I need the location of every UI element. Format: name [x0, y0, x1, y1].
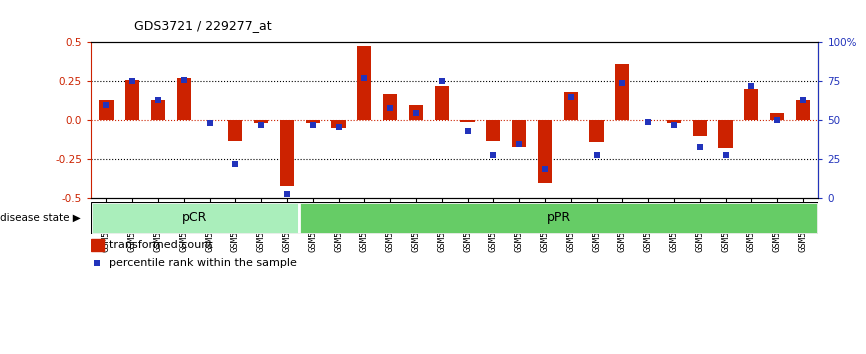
Text: disease state ▶: disease state ▶ [0, 213, 81, 223]
Bar [693, 120, 707, 136]
Bar [125, 80, 139, 120]
Text: pCR: pCR [182, 211, 208, 224]
Text: pPR: pPR [546, 211, 571, 224]
Bar [435, 86, 449, 120]
Bar [306, 120, 320, 124]
Bar [486, 120, 501, 141]
Bar [512, 120, 527, 147]
Text: transformed count: transformed count [109, 240, 213, 250]
Bar [461, 120, 475, 122]
Bar [332, 120, 346, 128]
Bar [590, 120, 604, 142]
Text: GDS3721 / 229277_at: GDS3721 / 229277_at [134, 19, 272, 32]
Bar [409, 105, 423, 120]
Bar [280, 120, 294, 186]
Bar [719, 120, 733, 148]
Bar [538, 120, 552, 183]
Bar [254, 120, 268, 124]
Bar [358, 46, 372, 120]
Bar [796, 100, 810, 120]
Bar [564, 92, 578, 120]
Bar [151, 100, 165, 120]
Bar [299, 202, 818, 234]
Bar [383, 94, 397, 120]
Bar [770, 113, 785, 120]
Bar [615, 64, 630, 120]
Bar [91, 239, 104, 251]
Bar [91, 202, 299, 234]
Bar [229, 120, 242, 141]
Bar [177, 78, 191, 120]
Bar [744, 89, 759, 120]
Text: percentile rank within the sample: percentile rank within the sample [109, 258, 297, 268]
Bar [667, 120, 681, 124]
Bar [100, 100, 113, 120]
